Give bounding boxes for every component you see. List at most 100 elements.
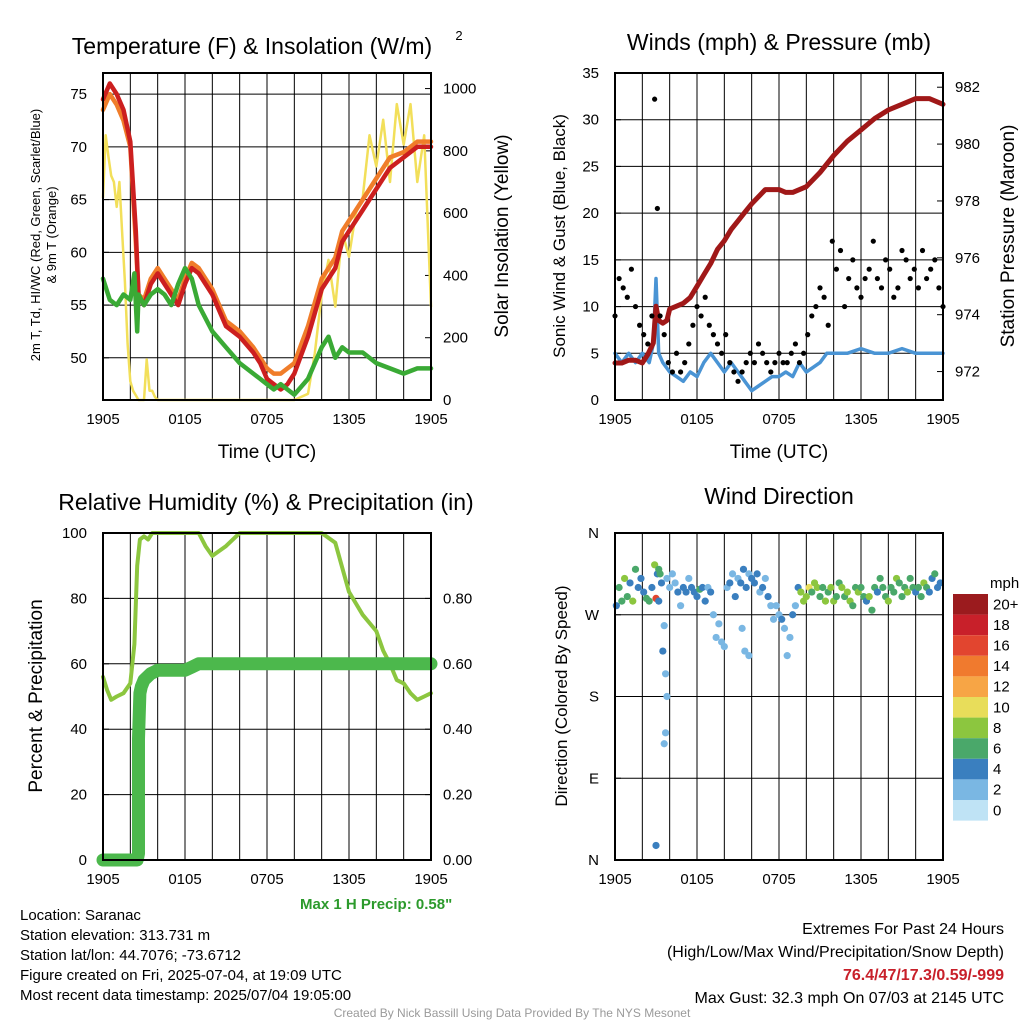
direction-point xyxy=(827,583,835,592)
y2-axis-label: Solar Insolation (Yellow) xyxy=(492,134,513,337)
direction-point xyxy=(868,606,876,614)
y-axis-label: Percent & Precipitation xyxy=(26,599,47,792)
gust-point xyxy=(870,238,876,244)
direction-point xyxy=(663,692,671,701)
direction-point xyxy=(682,588,690,596)
y2-tick-label: 1000 xyxy=(443,81,476,98)
direction-point xyxy=(698,583,707,592)
y-tick-label: 60 xyxy=(70,244,87,261)
gust-point xyxy=(731,369,737,375)
y-tick-label: 70 xyxy=(70,139,87,156)
y-tick-label: 65 xyxy=(70,192,87,209)
gust-point xyxy=(924,275,930,282)
direction-point xyxy=(738,624,746,632)
chart-title: Temperature (F) & Insolation (W/m) xyxy=(72,33,432,59)
x-tick-label: 1905 xyxy=(926,871,959,888)
y-tick-label: 25 xyxy=(582,158,599,175)
direction-point xyxy=(728,570,737,578)
direction-point xyxy=(742,583,750,592)
gust-point xyxy=(813,303,819,310)
direction-point xyxy=(623,592,631,601)
direction-point xyxy=(761,574,769,583)
direction-point xyxy=(783,652,791,660)
y-tick-label: 20 xyxy=(582,205,599,222)
gust-point xyxy=(723,332,729,338)
gust-point xyxy=(862,275,868,282)
gust-point xyxy=(661,332,667,338)
direction-point xyxy=(745,652,753,660)
gust-point xyxy=(755,341,762,347)
gust-point xyxy=(809,313,815,319)
direction-point xyxy=(629,597,637,605)
y-tick-label: 15 xyxy=(582,252,599,269)
y-tick-label: 55 xyxy=(70,297,87,314)
x-tick-label: 1905 xyxy=(598,871,631,888)
y2-tick-label: 0.80 xyxy=(443,590,472,607)
gust-point xyxy=(858,294,864,300)
direction-point xyxy=(857,583,865,592)
gust-point xyxy=(792,341,799,347)
dewpoint-line xyxy=(100,265,434,397)
direction-point xyxy=(656,570,664,578)
gust-point xyxy=(932,257,938,263)
y-axis-label-line1: 2m T, Td, HI/WC (Red, Green, Scarlet/Blu… xyxy=(28,109,43,361)
wind-direction-panel: 1905 0105 0705 1305 1905 N E S W N Wind Direction D… xyxy=(552,483,1019,888)
y-tick-label: 0 xyxy=(591,392,599,409)
temperature-panel: 1905 0105 0705 1305 1905 50 55 60 65 70 75 0 200 400 6… xyxy=(28,28,513,463)
plot-frame xyxy=(102,532,432,861)
x-tick-label: 0105 xyxy=(168,411,201,428)
chart-title: Wind Direction xyxy=(704,483,854,509)
y-tick-label: 10 xyxy=(582,299,599,316)
direction-point xyxy=(645,597,653,605)
plot-frame xyxy=(102,72,432,401)
y-tick-label: 60 xyxy=(70,656,87,673)
figure-created: Figure created on Fri, 2025-07-04, at 19… xyxy=(20,967,342,984)
y-tick-label: N xyxy=(588,525,599,542)
gust-point xyxy=(776,350,782,356)
legend-label: 8 xyxy=(993,720,1001,737)
legend-swatch xyxy=(953,717,988,739)
direction-point xyxy=(709,611,718,619)
y-tick-label: 5 xyxy=(591,345,599,362)
x-tick-label: 0105 xyxy=(680,411,713,428)
direction-point xyxy=(816,592,824,601)
direction-point xyxy=(737,579,745,587)
gust-point xyxy=(936,285,942,291)
y-tick-label: 75 xyxy=(70,86,87,103)
y-axis-label: Direction (Colored By Speed) xyxy=(552,585,571,806)
y2-tick-label: 200 xyxy=(443,330,468,347)
x-tick-label: 0705 xyxy=(250,871,283,888)
gust-point xyxy=(735,378,741,384)
chart-title: Relative Humidity (%) & Precipitation (i… xyxy=(58,489,473,515)
direction-point xyxy=(838,583,846,592)
direction-point xyxy=(671,579,679,587)
gust-point xyxy=(915,285,922,291)
y-tick-label: 30 xyxy=(582,112,599,129)
gust-point xyxy=(772,360,778,366)
direction-point xyxy=(620,574,629,583)
y2-tick-label: 0.60 xyxy=(443,656,472,673)
plot-frame xyxy=(614,72,944,401)
direction-point xyxy=(661,729,670,737)
gust-point xyxy=(632,303,639,310)
y2-axis-label: Station Pressure (Maroon) xyxy=(998,125,1019,348)
direction-point xyxy=(843,588,851,596)
direction-point xyxy=(797,588,805,596)
y-tick-label: 100 xyxy=(62,525,87,542)
direction-point xyxy=(832,592,841,601)
direction-point xyxy=(707,588,715,596)
x-tick-label: 1905 xyxy=(86,871,119,888)
direction-point xyxy=(898,592,906,601)
pressure-line xyxy=(612,96,946,366)
gust-point xyxy=(714,341,721,347)
gust-point xyxy=(747,350,753,356)
gust-point xyxy=(817,285,823,291)
gust-point xyxy=(678,369,684,375)
legend-label: 14 xyxy=(993,658,1010,675)
chart-title: Winds (mph) & Pressure (mb) xyxy=(627,29,931,55)
direction-point xyxy=(631,565,640,573)
legend-swatch xyxy=(953,779,988,800)
direction-point xyxy=(876,574,884,583)
direction-point xyxy=(677,602,685,610)
